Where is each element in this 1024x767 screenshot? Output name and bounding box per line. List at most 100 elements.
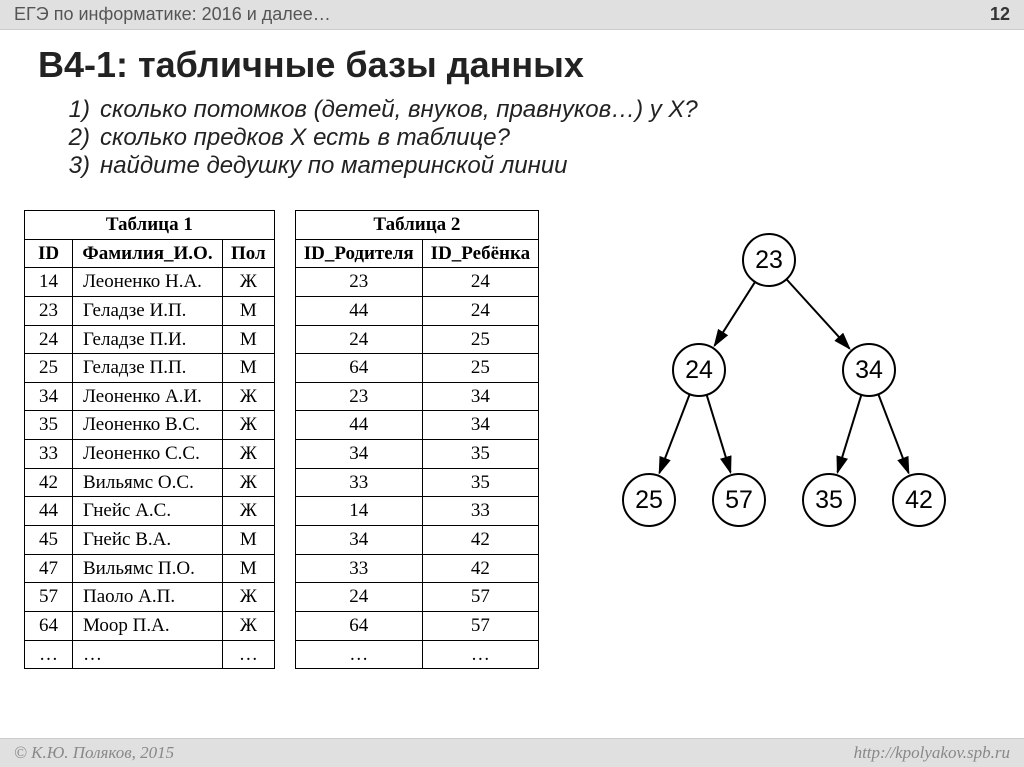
table-cell: 34	[422, 411, 538, 440]
table-cell: 34	[25, 382, 73, 411]
table-cell: М	[223, 526, 275, 555]
table-cell: М	[223, 354, 275, 383]
table-cell: 33	[422, 497, 538, 526]
tree-node-label: 34	[855, 356, 883, 384]
table-cell: Геладзе П.И.	[73, 325, 223, 354]
table-cell: М	[223, 325, 275, 354]
table-cell: …	[25, 640, 73, 669]
table-row: 4434	[295, 411, 538, 440]
table-row: 23Геладзе И.П.М	[25, 296, 275, 325]
table-row: ………	[25, 640, 275, 669]
tree-node-label: 23	[755, 246, 783, 274]
table-cell: 25	[25, 354, 73, 383]
copyright: © К.Ю. Поляков, 2015	[14, 743, 174, 763]
table-cell: Гнейс В.А.	[73, 526, 223, 555]
question-text: сколько предков X есть в таблице?	[100, 124, 510, 152]
question-number: 3)	[60, 152, 100, 180]
column-header: Фамилия_И.О.	[73, 239, 223, 268]
table-cell: Леоненко С.С.	[73, 440, 223, 469]
tree-node-label: 42	[905, 486, 933, 514]
question-text: сколько потомков (детей, внуков, правнук…	[100, 96, 698, 124]
page-number: 12	[990, 4, 1010, 25]
table-title: Таблица 2	[295, 211, 538, 240]
table-row: 34Леоненко А.И.Ж	[25, 382, 275, 411]
table-cell: 57	[25, 583, 73, 612]
table-cell: 64	[295, 611, 422, 640]
table-cell: Геладзе И.П.	[73, 296, 223, 325]
table-cell: 33	[25, 440, 73, 469]
table-row: 6457	[295, 611, 538, 640]
column-header: Пол	[223, 239, 275, 268]
table-cell: Ж	[223, 583, 275, 612]
slide-footer: © К.Ю. Поляков, 2015 http://kpolyakov.sp…	[0, 738, 1024, 767]
table-row: 4424	[295, 296, 538, 325]
table-cell: Моор П.А.	[73, 611, 223, 640]
table-cell: 45	[25, 526, 73, 555]
table-row: 25Геладзе П.П.М	[25, 354, 275, 383]
table-cell: Ж	[223, 468, 275, 497]
table-row: 57Паоло А.П.Ж	[25, 583, 275, 612]
table-row: 6425	[295, 354, 538, 383]
tree-node-label: 25	[635, 486, 663, 514]
table-cell: 64	[25, 611, 73, 640]
table-cell: 33	[295, 468, 422, 497]
table-row: 3342	[295, 554, 538, 583]
table-cell: Ж	[223, 497, 275, 526]
table-cell: 23	[295, 268, 422, 297]
table-cell: 57	[422, 611, 538, 640]
table-cell: 44	[25, 497, 73, 526]
table-cell: Ж	[223, 382, 275, 411]
tree-edge	[660, 394, 690, 473]
table-cell: 34	[422, 382, 538, 411]
table-cell: 23	[25, 296, 73, 325]
table-cell: 64	[295, 354, 422, 383]
tree-node-label: 35	[815, 486, 843, 514]
question-item: 3)найдите дедушку по материнской линии	[60, 152, 964, 180]
table-cell: 44	[295, 296, 422, 325]
table-cell: 44	[295, 411, 422, 440]
table-cell: 42	[422, 554, 538, 583]
table-row: 64Моор П.А.Ж	[25, 611, 275, 640]
slide-title: B4-1: табличные базы данных	[0, 30, 1024, 96]
table-cell: Паоло А.П.	[73, 583, 223, 612]
table-row: 24Геладзе П.И.М	[25, 325, 275, 354]
question-number: 1)	[60, 96, 100, 124]
table-cell: 35	[422, 440, 538, 469]
tree-edge	[838, 395, 862, 472]
question-item: 2)сколько предков X есть в таблице?	[60, 124, 964, 152]
table-cell: Ж	[223, 611, 275, 640]
column-header: ID_Ребёнка	[422, 239, 538, 268]
table-cell: 24	[295, 583, 422, 612]
table-cell: 57	[422, 583, 538, 612]
table-cell: 47	[25, 554, 73, 583]
table-row: 3442	[295, 526, 538, 555]
table-2: Таблица 2ID_РодителяID_Ребёнка2324442424…	[295, 210, 539, 669]
question-text: найдите дедушку по материнской линии	[100, 152, 568, 180]
column-header: ID_Родителя	[295, 239, 422, 268]
table-cell: 42	[422, 526, 538, 555]
table-cell: 42	[25, 468, 73, 497]
table-cell: 34	[295, 440, 422, 469]
table-cell: …	[223, 640, 275, 669]
table-cell: Ж	[223, 411, 275, 440]
header-text: ЕГЭ по информатике: 2016 и далее…	[14, 4, 331, 25]
table-cell: Леоненко В.С.	[73, 411, 223, 440]
table-cell: …	[73, 640, 223, 669]
table-cell: Леоненко Н.А.	[73, 268, 223, 297]
site-url: http://kpolyakov.spb.ru	[854, 743, 1010, 763]
table-row: 47Вильямс П.О.М	[25, 554, 275, 583]
table-row: 2324	[295, 268, 538, 297]
table-row: 44Гнейс А.С.Ж	[25, 497, 275, 526]
table-cell: Вильямс О.С.	[73, 468, 223, 497]
table-cell: 33	[295, 554, 422, 583]
tree-edge	[707, 395, 731, 472]
table-row: 35Леоненко В.С.Ж	[25, 411, 275, 440]
table-row: 33Леоненко С.С.Ж	[25, 440, 275, 469]
table-row: 1433	[295, 497, 538, 526]
question-number: 2)	[60, 124, 100, 152]
table-cell: …	[422, 640, 538, 669]
table-row: 2425	[295, 325, 538, 354]
content-area: Таблица 1IDФамилия_И.О.Пол14Леоненко Н.А…	[0, 190, 1024, 669]
question-item: 1)сколько потомков (детей, внуков, правн…	[60, 96, 964, 124]
column-header: ID	[25, 239, 73, 268]
